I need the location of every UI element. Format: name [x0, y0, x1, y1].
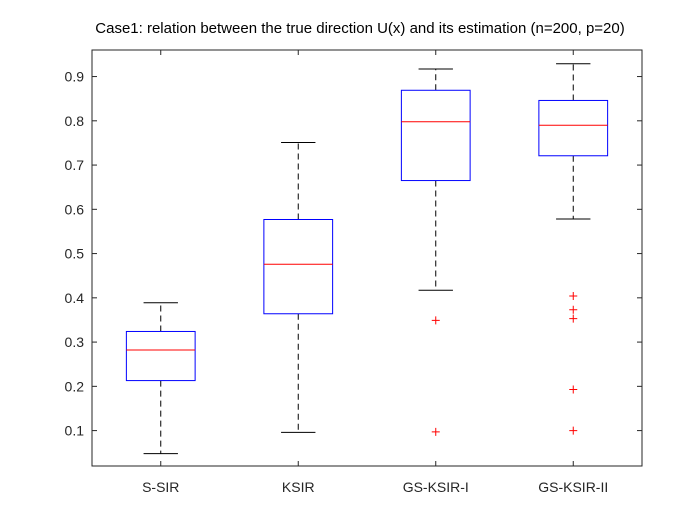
box-group-gs-ksir-ii: [538, 63, 609, 435]
y-tick-label: 0.3: [65, 334, 85, 350]
boxes-group: [125, 63, 609, 455]
outlier-marker: [569, 385, 578, 394]
y-tick-label: 0.6: [65, 201, 85, 217]
box-group-gs-ksir-i: [400, 68, 471, 436]
outlier-marker: [569, 305, 578, 314]
chart-title: Case1: relation between the true directi…: [95, 20, 624, 37]
outlier-marker: [431, 427, 440, 436]
x-tick-label: GS-KSIR-II: [538, 479, 608, 495]
outlier-marker: [431, 316, 440, 325]
x-tick-label: S-SIR: [142, 479, 179, 495]
box-group-ksir: [263, 141, 334, 433]
box-group-s-sir: [125, 302, 196, 455]
box-iqr: [125, 330, 196, 382]
y-tick-label: 0.2: [65, 378, 85, 394]
y-tick-label: 0.5: [65, 246, 85, 262]
y-tick-label: 0.8: [65, 113, 85, 129]
y-tick-label: 0.4: [65, 290, 85, 306]
outlier-marker: [569, 292, 578, 301]
box-iqr: [400, 89, 471, 182]
y-axis: 0.1 0.2 0.3 0.4 0.5 0.6 0.7 0.8 0.9: [65, 69, 642, 439]
y-tick-label: 0.9: [65, 69, 85, 85]
box-iqr: [538, 99, 609, 157]
x-tick-label: KSIR: [282, 479, 315, 495]
box-iqr: [263, 218, 334, 315]
outlier-marker: [569, 426, 578, 435]
outlier-marker: [569, 314, 578, 323]
y-tick-label: 0.1: [65, 423, 85, 439]
x-axis: S-SIR KSIR GS-KSIR-I GS-KSIR-II: [142, 50, 608, 495]
x-tick-label: GS-KSIR-I: [403, 479, 469, 495]
y-tick-label: 0.7: [65, 157, 85, 173]
plot-area: [91, 49, 643, 467]
